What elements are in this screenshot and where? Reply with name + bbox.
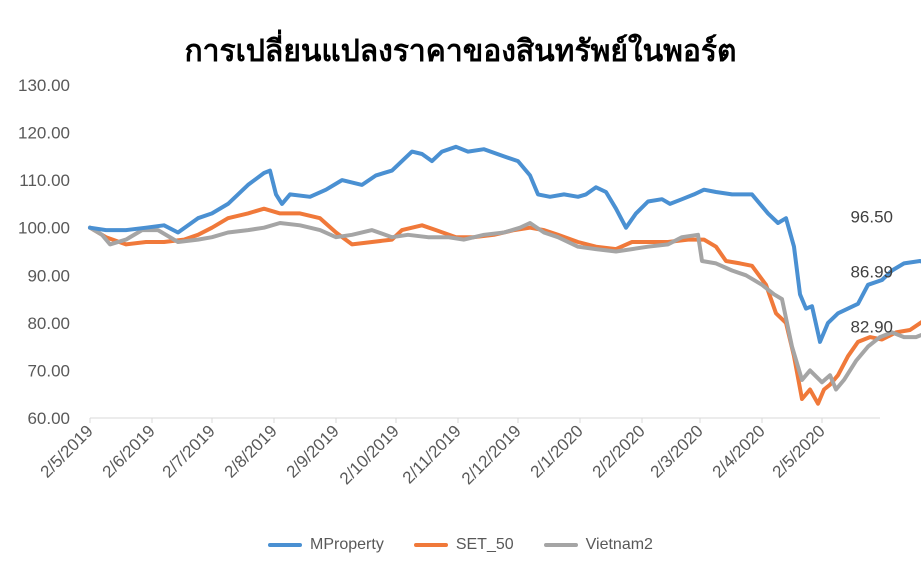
end-value-label: 86.99 <box>850 263 893 282</box>
x-tick-label: 2/11/2019 <box>399 421 465 487</box>
y-tick-label: 120.00 <box>18 124 70 143</box>
x-axis: 2/5/2019 2/6/2019 2/7/2019 2/8/2019 2/9/2019… <box>37 418 829 488</box>
x-tick-label: 2/9/2019 <box>283 421 343 481</box>
y-tick-label: 130.00 <box>18 76 70 95</box>
x-tick-label: 2/6/2019 <box>99 421 159 481</box>
y-tick-label: 110.00 <box>19 171 70 190</box>
x-tick-label: 2/10/2019 <box>336 421 403 488</box>
end-labels: 96.50 82.90 86.99 <box>850 207 893 336</box>
legend-label: SET_50 <box>455 536 514 553</box>
legend-label: Vietnam2 <box>585 536 653 553</box>
x-tick-label: 2/3/2020 <box>647 421 707 481</box>
x-tick-label: 2/12/2019 <box>458 421 525 488</box>
legend-label: MProperty <box>310 536 384 553</box>
y-tick-label: 90.00 <box>27 266 70 285</box>
y-tick-label: 70.00 <box>27 361 70 380</box>
series-line-vietnam2 <box>88 221 921 392</box>
end-value-label: 82.90 <box>850 318 893 337</box>
chart-legend: MProperty SET_50 Vietnam2 <box>0 536 921 554</box>
x-tick-label: 2/4/2020 <box>709 421 769 481</box>
x-tick-label: 2/5/2019 <box>37 421 97 481</box>
x-tick-label: 2/5/2020 <box>769 421 829 481</box>
legend-item: Vietnam2 <box>543 536 653 554</box>
legend-swatch <box>543 543 578 547</box>
legend-swatch <box>268 543 303 547</box>
x-tick-label: 2/2/2020 <box>589 421 649 481</box>
x-tick-label: 2/7/2019 <box>159 421 219 481</box>
x-tick-label: 2/1/2020 <box>527 421 587 481</box>
y-tick-label: 60.00 <box>27 409 70 428</box>
series-line-mproperty <box>88 144 921 344</box>
x-tick-label: 2/8/2019 <box>221 421 281 481</box>
y-axis: 60.00 70.00 80.00 90.00 100.00 110.00 120.00 13… <box>18 76 70 428</box>
end-value-label: 96.50 <box>850 207 893 226</box>
chart-title: การเปลี่ยนแปลงราคาของสินทรัพย์ในพอร์ต <box>184 34 737 69</box>
legend-item: SET_50 <box>413 536 514 554</box>
y-tick-label: 100.00 <box>18 219 70 238</box>
y-tick-label: 80.00 <box>27 314 70 333</box>
legend-swatch <box>413 543 448 547</box>
legend-item: MProperty <box>268 536 384 554</box>
series-line-set-50 <box>88 206 921 406</box>
series-layer <box>88 144 921 406</box>
